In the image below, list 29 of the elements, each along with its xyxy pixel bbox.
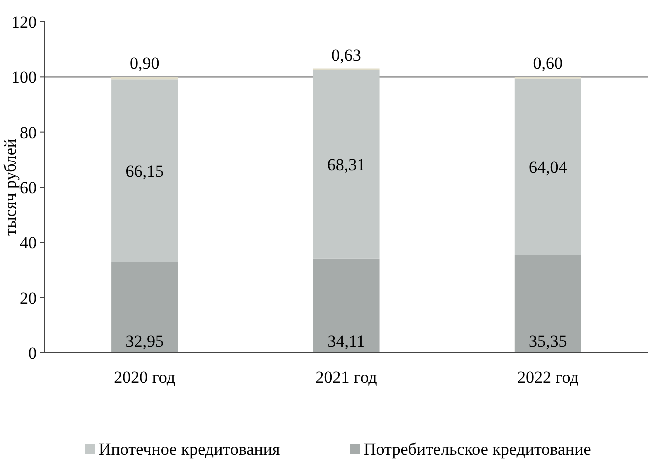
- bar: [313, 70, 380, 259]
- y-tick-label: 20: [20, 288, 37, 308]
- data-label: 34,11: [328, 332, 366, 351]
- bar: [514, 255, 582, 353]
- data-label: 0,60: [533, 54, 564, 74]
- data-label: 68,31: [327, 156, 366, 175]
- bar: [514, 78, 582, 256]
- data-label: 35,35: [529, 332, 568, 351]
- y-tick-label: 40: [20, 234, 37, 253]
- legend-label: Ипотечное кредитования: [99, 440, 280, 459]
- x-tick-label: 2022 год: [517, 368, 580, 387]
- bar: [112, 262, 178, 353]
- data-label: 66,15: [126, 162, 164, 181]
- y-tick-label: 120: [12, 13, 37, 32]
- bar: [112, 80, 178, 262]
- x-tick-label: 2020 год: [114, 368, 176, 387]
- y-tick-label: 100: [12, 68, 37, 88]
- data-label: 0,90: [130, 54, 160, 74]
- data-label: 0,63: [332, 46, 362, 65]
- y-tick-label: 60: [20, 178, 37, 198]
- data-label: 64,04: [529, 158, 568, 178]
- bar: [313, 258, 380, 353]
- y-tick-label: 80: [20, 123, 37, 142]
- y-tick-label: 0: [28, 344, 37, 363]
- x-tick-label: 2021 год: [316, 368, 378, 387]
- data-label: 32,95: [126, 332, 164, 351]
- y-axis-title: тысяч рублей: [1, 139, 20, 236]
- bar: [112, 77, 178, 80]
- legend-label: Потребительское кредитование: [364, 440, 592, 459]
